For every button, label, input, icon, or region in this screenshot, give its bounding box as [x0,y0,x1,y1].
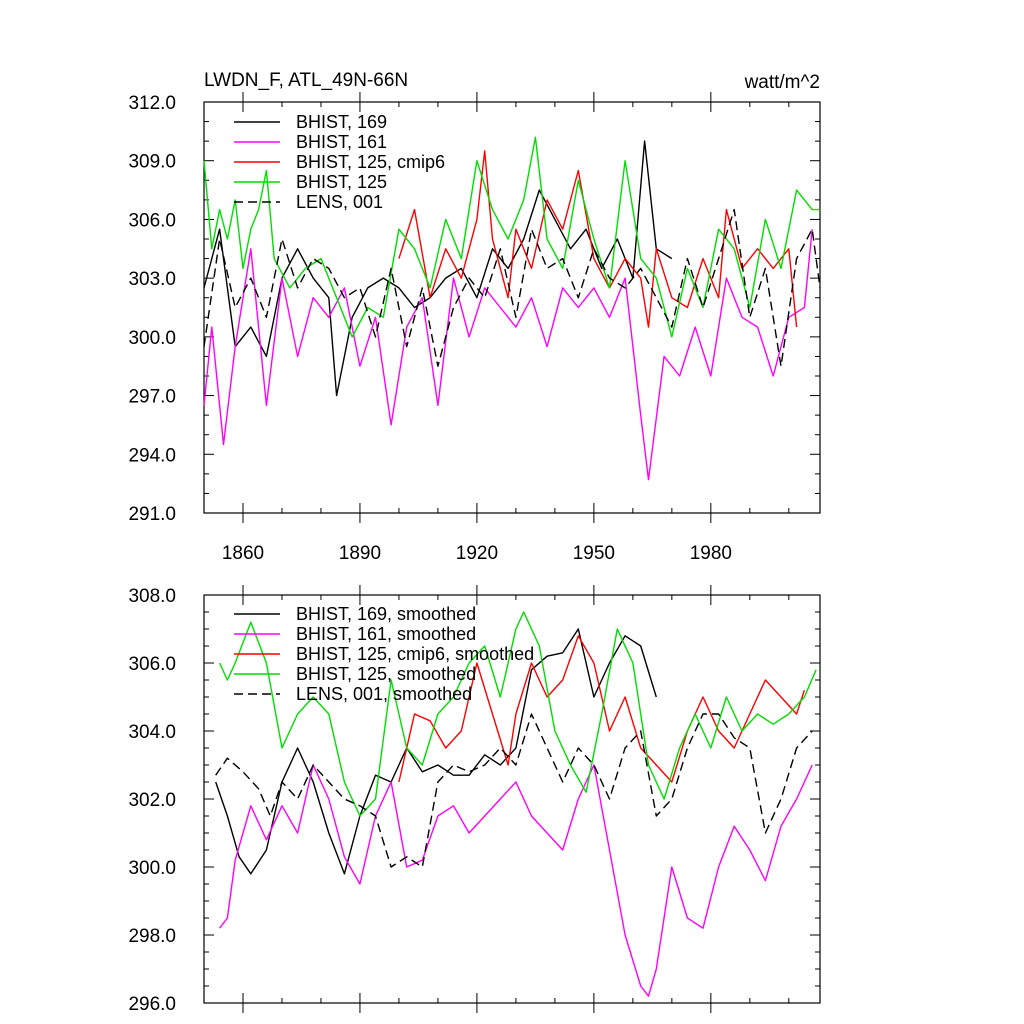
legend-label: BHIST, 169, smoothed [296,604,476,624]
series-line [215,713,813,868]
x-tick-label: 1920 [456,543,498,564]
x-tick-label: 1950 [573,543,615,564]
legend-label: BHIST, 161 [296,132,387,152]
y-tick-label: 298.0 [128,926,176,947]
series-line [203,136,820,338]
legend-label: BHIST, 125, cmip6, smoothed [296,644,534,664]
y-tick-label: 303.0 [128,269,176,290]
y-tick-label: 308.0 [128,586,176,607]
plot-frame [203,101,821,514]
y-tick-label: 306.0 [128,210,176,231]
x-tick-label: 1860 [222,543,264,564]
x-tick-label: 1980 [690,543,732,564]
bottom-panel: 296.0 298.0 300.0 302.0 304.0 306.0 308.0 BHIST… [128,585,821,1015]
y-tick-label: 300.0 [128,858,176,879]
series-line [203,229,813,481]
top-chart-units: watt/m^2 [744,72,820,93]
legend-label: BHIST, 161, smoothed [296,624,476,644]
series-line [203,208,821,367]
series-line [218,611,817,817]
legend-label: BHIST, 125, smoothed [296,664,476,684]
top-panel: LWDN_F, ATL_49N-66N watt/m^2 291.0 294.0 2… [128,70,821,564]
series-line [398,150,798,328]
legend-label: BHIST, 169 [296,112,387,132]
y-tick-label: 309.0 [128,152,176,173]
legend-label: BHIST, 125, cmip6 [296,152,445,172]
series-line [203,140,673,397]
y-tick-label: 291.0 [128,504,176,525]
y-tick-label: 306.0 [128,654,176,675]
y-tick-label: 296.0 [128,994,176,1015]
x-tick-label: 1890 [339,543,381,564]
y-tick-label: 302.0 [128,790,176,811]
y-tick-label: 297.0 [128,387,176,408]
series-line [219,764,813,997]
legend-label: LENS, 001 [296,192,383,212]
y-tick-label: 312.0 [128,93,176,114]
top-chart-title: LWDN_F, ATL_49N-66N [204,70,408,91]
legend-label: LENS, 001, smoothed [296,684,472,704]
legend-label: BHIST, 125 [296,172,387,192]
y-tick-label: 294.0 [128,445,176,466]
y-tick-label: 304.0 [128,722,176,743]
y-tick-label: 300.0 [128,328,176,349]
